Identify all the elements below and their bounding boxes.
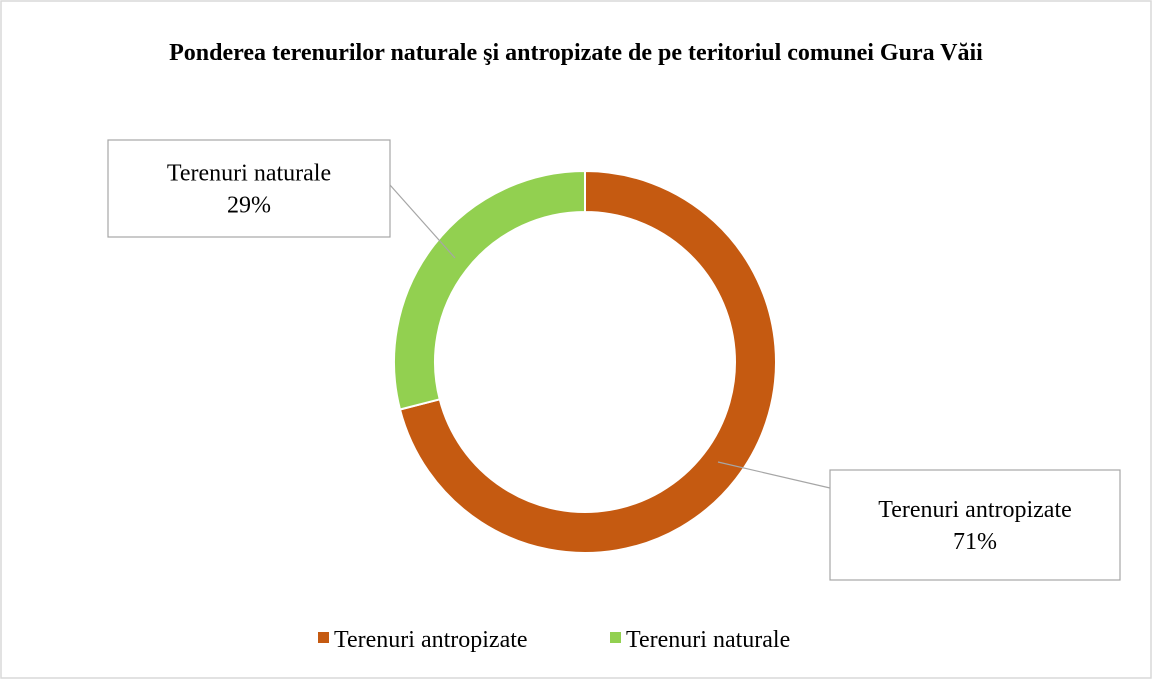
donut-segment <box>393 169 586 411</box>
leader-line <box>389 184 456 259</box>
leader-line <box>717 461 831 489</box>
legend-label: Terenuri naturale <box>626 627 790 653</box>
data-label-category: Terenuri antropizate <box>878 497 1072 523</box>
donut-segment <box>398 169 777 554</box>
legend-swatch <box>610 632 621 643</box>
data-label-value: 29% <box>227 193 271 219</box>
legend-label: Terenuri antropizate <box>334 627 528 653</box>
data-label-value: 71% <box>953 529 997 555</box>
legend-swatch <box>318 632 329 643</box>
data-label-box <box>829 469 1121 581</box>
chart-title: Ponderea terenurilor naturale şi antropi… <box>169 40 983 66</box>
data-label-category: Terenuri naturale <box>167 161 331 187</box>
data-label-box <box>107 139 391 238</box>
